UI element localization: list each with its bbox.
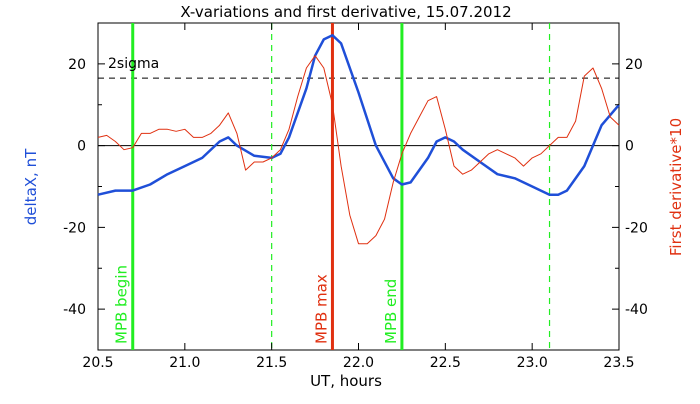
y-right-tick-label-1: 0 [625,139,634,155]
y-left-tick-label-3: -40 [63,302,86,318]
chart-title: X-variations and first derivative, 15.07… [180,3,511,21]
x-tick-label-0: 20.5 [82,355,113,371]
marker-label-3: MPB end [382,279,400,344]
reference-lines [98,77,619,147]
x-tick-label-6: 23.5 [603,355,634,371]
x-axis-label: UT, hours [310,372,382,390]
y-right-tick-label-2: -20 [625,220,648,236]
y-left-tick-label-2: -20 [63,220,86,236]
threshold-label: 2sigma [108,56,159,72]
y-left-tick-label-0: 20 [68,57,86,73]
y-axis-left-label: deltaX, nT [22,148,40,225]
x-tick-label-5: 23.0 [517,355,548,371]
x-tick-label-3: 22.0 [343,355,374,371]
y-right-tick-label-3: -40 [625,302,648,318]
x-tick-label-2: 21.5 [256,355,287,371]
plot-frame [97,22,620,351]
axis-ticks: 20.5 21.0 21.5 22.0 22.5 23.0 23.5 20 0 -20 -40 20 0… [63,23,648,371]
series-lines [97,34,620,245]
x-tick-label-4: 22.5 [430,355,461,371]
series-derivative [97,55,620,245]
y-left-tick-label-1: 0 [77,139,86,155]
y-axis-right-label: First derivative*10 [667,118,685,256]
series-deltaX [97,34,620,196]
marker-label-2: MPB max [312,274,330,344]
marker-label-0: MPB begin [113,265,131,344]
x-tick-label-1: 21.0 [169,355,200,371]
y-right-tick-label-0: 20 [625,57,643,73]
event-markers: MPB begin MPB max MPB end [113,23,551,350]
